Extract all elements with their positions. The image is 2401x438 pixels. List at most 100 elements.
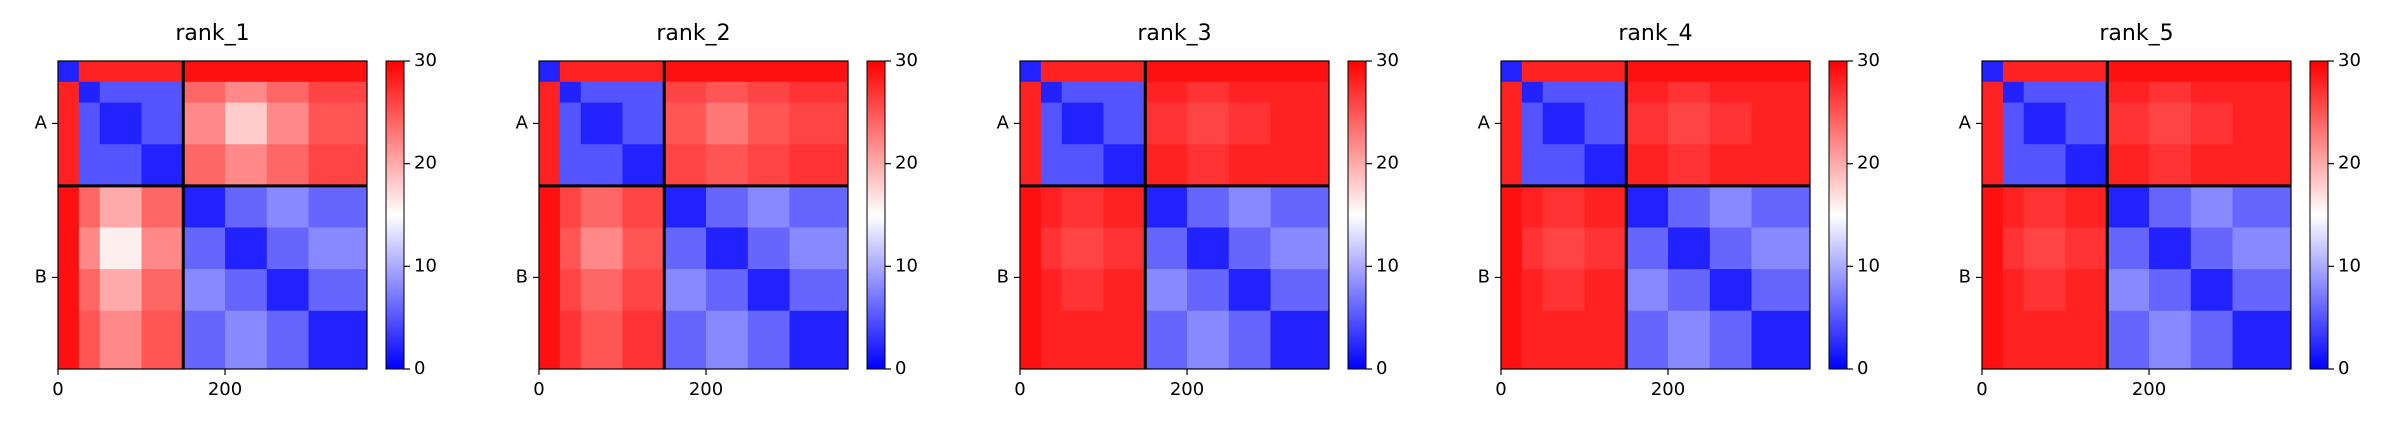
- colorbar: [385, 60, 405, 370]
- heatmap-cell: [1270, 102, 1330, 145]
- heatmap-cell: [1145, 144, 1188, 187]
- heatmap-cell: [2232, 144, 2292, 187]
- heatmap-cell: [1061, 269, 1105, 312]
- heatmap-cell: [1187, 269, 1230, 312]
- y-tick-label: B: [1959, 266, 1971, 287]
- heatmap-cell: [1626, 81, 1669, 104]
- heatmap-cell: [1501, 144, 1523, 187]
- heatmap-cell: [1061, 102, 1105, 145]
- y-tick-label: B: [1478, 266, 1490, 287]
- heatmap-cell: [1040, 144, 1063, 187]
- heatmap-cell: [1145, 102, 1188, 145]
- heatmap-cell: [2023, 81, 2067, 104]
- heatmap-cell: [622, 102, 665, 145]
- heatmap-cell: [664, 102, 707, 145]
- heatmap-cell: [266, 61, 310, 83]
- panel-title: rank_3: [1137, 21, 1211, 46]
- x-tick-label: 0: [533, 379, 544, 400]
- heatmap-cell: [1584, 185, 1627, 228]
- heatmap-cell: [539, 81, 561, 104]
- heatmap-cell: [1103, 185, 1146, 228]
- heatmap-cell: [2232, 310, 2292, 370]
- heatmap-cell: [99, 61, 143, 83]
- heatmap-cell: [1145, 81, 1188, 104]
- heatmap-cell: [2232, 185, 2292, 228]
- heatmap-cell: [664, 144, 707, 187]
- colorbar-tick-label: 30: [2338, 50, 2361, 71]
- heatmap-cell: [747, 185, 791, 228]
- axes-frame: [538, 60, 849, 370]
- heatmap-cell: [1751, 269, 1811, 312]
- y-tick-label: A: [35, 112, 48, 133]
- heatmap-cell: [1040, 269, 1063, 312]
- heatmap-cell: [58, 269, 80, 312]
- heatmap-cell: [2149, 269, 2192, 312]
- heatmap-cell: [1020, 269, 1042, 312]
- heatmap-cell: [2107, 269, 2150, 312]
- heatmap-cell: [2002, 269, 2025, 312]
- heatmap-cell: [664, 227, 707, 270]
- heatmap-cell: [183, 269, 226, 312]
- heatmap-cell: [622, 81, 665, 104]
- heatmap-cell: [99, 144, 143, 187]
- heatmap-cell: [580, 227, 624, 270]
- heatmap-cell: [1626, 102, 1669, 145]
- panel-title: rank_4: [1618, 21, 1692, 46]
- heatmap-cell: [1061, 310, 1105, 370]
- heatmap-cell: [1270, 269, 1330, 312]
- heatmap-cell: [1020, 310, 1042, 370]
- heatmap-cell: [1982, 81, 2004, 104]
- heatmap-cell: [1982, 61, 2004, 83]
- heatmap-cell: [78, 61, 101, 83]
- heatmap-cell: [1040, 81, 1063, 104]
- heatmap-cell: [539, 310, 561, 370]
- heatmap-cell: [2190, 61, 2234, 83]
- heatmap-cell: [1751, 227, 1811, 270]
- heatmap-cell: [580, 102, 624, 145]
- heatmap-cell: [2023, 269, 2067, 312]
- heatmap-cell: [622, 269, 665, 312]
- heatmap-cell: [1521, 61, 1544, 83]
- heatmap-cell: [1501, 310, 1523, 370]
- axes-frame: [57, 60, 368, 370]
- heatmap-cell: [706, 227, 749, 270]
- heatmap-cell: [1751, 185, 1811, 228]
- heatmap-cell: [2002, 227, 2025, 270]
- heatmap-cell: [580, 61, 624, 83]
- heatmap-cell: [99, 185, 143, 228]
- heatmap-cell: [706, 61, 749, 83]
- heatmap-cell: [1751, 102, 1811, 145]
- x-tick-label: 200: [1170, 379, 1204, 400]
- heatmap-cell: [1061, 61, 1105, 83]
- colorbar-tick-label: 0: [895, 358, 906, 379]
- heatmap-cell: [789, 269, 849, 312]
- heatmap-cell: [2023, 144, 2067, 187]
- x-tick-label: 0: [1495, 379, 1506, 400]
- heatmap-cell: [789, 61, 849, 83]
- heatmap-cell: [1020, 227, 1042, 270]
- heatmap-cell: [1145, 269, 1188, 312]
- heatmap-cell: [99, 269, 143, 312]
- heatmap-cell: [2002, 81, 2025, 104]
- heatmap-cell: [2149, 185, 2192, 228]
- heatmap-cell: [622, 61, 665, 83]
- heatmap-cell: [141, 269, 184, 312]
- colorbar-tick-label: 30: [1376, 50, 1399, 71]
- heatmap-cell: [1668, 61, 1711, 83]
- heatmap-cell: [2107, 310, 2150, 370]
- heatmap-cell: [2190, 185, 2234, 228]
- colorbar-tick-label: 20: [1376, 153, 1399, 174]
- heatmap-cell: [141, 81, 184, 104]
- heatmap-cell: [1501, 102, 1523, 145]
- heatmap-cell: [266, 144, 310, 187]
- heatmap-cell: [789, 185, 849, 228]
- heatmap-cell: [308, 144, 368, 187]
- heatmap-cell: [1103, 269, 1146, 312]
- heatmap-cell: [308, 102, 368, 145]
- heatmap-cell: [1626, 310, 1669, 370]
- heatmap-cell: [1542, 227, 1586, 270]
- heatmap-cell: [58, 185, 80, 228]
- heatmap-cell: [1982, 185, 2004, 228]
- heatmap-cell: [1521, 185, 1544, 228]
- heatmap-cell: [99, 227, 143, 270]
